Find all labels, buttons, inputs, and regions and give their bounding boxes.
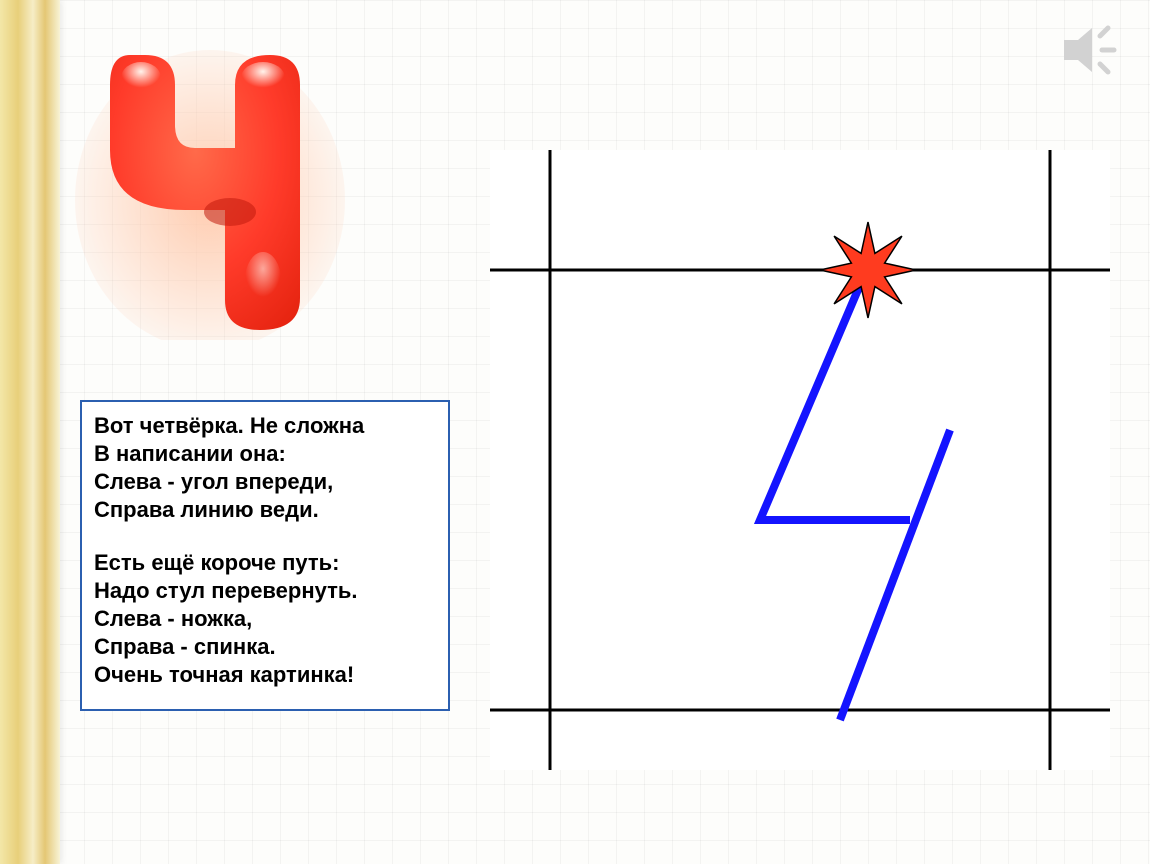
poem-line: Вот четвёрка. Не сложна — [94, 412, 436, 440]
speaker-icon[interactable] — [1062, 22, 1126, 78]
poem-line: В написании она: — [94, 440, 436, 468]
poem-line: Справа - спинка. — [94, 633, 436, 661]
poem-line: Справа линию веди. — [94, 496, 436, 524]
poem-line: Очень точная картинка! — [94, 661, 436, 689]
handwriting-cell — [490, 150, 1110, 770]
decorative-left-strip — [0, 0, 60, 864]
big-digit-four — [75, 30, 345, 340]
poem-line: Слева - угол впереди, — [94, 468, 436, 496]
poem-line: Есть ещё короче путь: — [94, 549, 436, 577]
poem-line: Надо стул перевернуть. — [94, 577, 436, 605]
poem-line: Слева - ножка, — [94, 605, 436, 633]
poem-box: Вот четвёрка. Не сложна В написании она:… — [80, 400, 450, 711]
